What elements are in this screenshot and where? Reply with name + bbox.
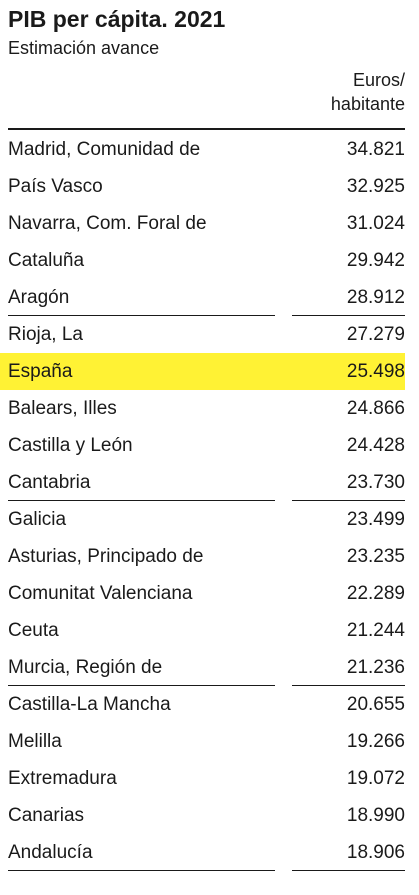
group-rule	[292, 685, 405, 686]
row-highlight	[0, 353, 405, 390]
row-label: Galicia	[8, 509, 67, 530]
row-value: 31.024	[346, 213, 405, 234]
group-rule	[8, 315, 275, 316]
row-label: Castilla-La Mancha	[8, 694, 171, 715]
row-label: Cantabria	[8, 472, 91, 493]
row-label: Comunitat Valenciana	[8, 583, 193, 604]
group-rule	[8, 500, 275, 501]
row-label: Cataluña	[8, 250, 85, 271]
row-label: Navarra, Com. Foral de	[8, 213, 207, 234]
column-header: Euros/	[352, 70, 405, 90]
row-value: 23.499	[346, 509, 405, 530]
group-rule	[8, 685, 275, 686]
group-rule	[292, 500, 405, 501]
row-value: 23.235	[346, 546, 405, 567]
row-value: 24.866	[346, 398, 405, 419]
group-rule	[292, 315, 405, 316]
column-header: habitante	[330, 94, 405, 114]
row-label: Castilla y León	[8, 435, 133, 456]
row-value: 27.279	[346, 324, 405, 345]
row-value: 19.072	[346, 768, 405, 789]
group-rule	[8, 870, 275, 871]
row-value: 20.655	[346, 694, 405, 715]
title: PIB per cápita. 2021	[8, 6, 226, 32]
row-value: 18.906	[346, 842, 405, 863]
row-label: Balears, Illes	[8, 398, 117, 419]
row-value: 32.925	[346, 176, 405, 197]
row-value: 21.236	[346, 657, 405, 678]
row-value: 22.289	[346, 583, 405, 604]
row-label: Andalucía	[8, 842, 93, 863]
row-value: 21.244	[346, 620, 405, 641]
row-label: Ceuta	[8, 620, 59, 641]
row-label: Aragón	[8, 287, 70, 308]
row-value: 18.990	[346, 805, 405, 826]
row-label: Asturias, Principado de	[8, 546, 204, 567]
row-label: Madrid, Comunidad de	[8, 139, 201, 160]
row-label: Extremadura	[8, 768, 117, 789]
row-value: 29.942	[346, 250, 405, 271]
row-label: País Vasco	[8, 176, 103, 197]
row-value: 28.912	[346, 287, 405, 308]
subtitle: Estimación avance	[8, 38, 160, 58]
row-label: Rioja, La	[8, 324, 83, 345]
row-label: Murcia, Región de	[8, 657, 163, 678]
header-rule	[8, 128, 405, 130]
row-label: Canarias	[8, 805, 85, 826]
row-label: Melilla	[8, 731, 62, 752]
row-label: España	[8, 361, 73, 382]
row-value: 25.498	[346, 361, 405, 382]
row-value: 34.821	[346, 139, 405, 160]
group-rule	[292, 870, 405, 871]
row-value: 24.428	[346, 435, 405, 456]
row-value: 23.730	[346, 472, 405, 493]
row-value: 19.266	[346, 731, 405, 752]
